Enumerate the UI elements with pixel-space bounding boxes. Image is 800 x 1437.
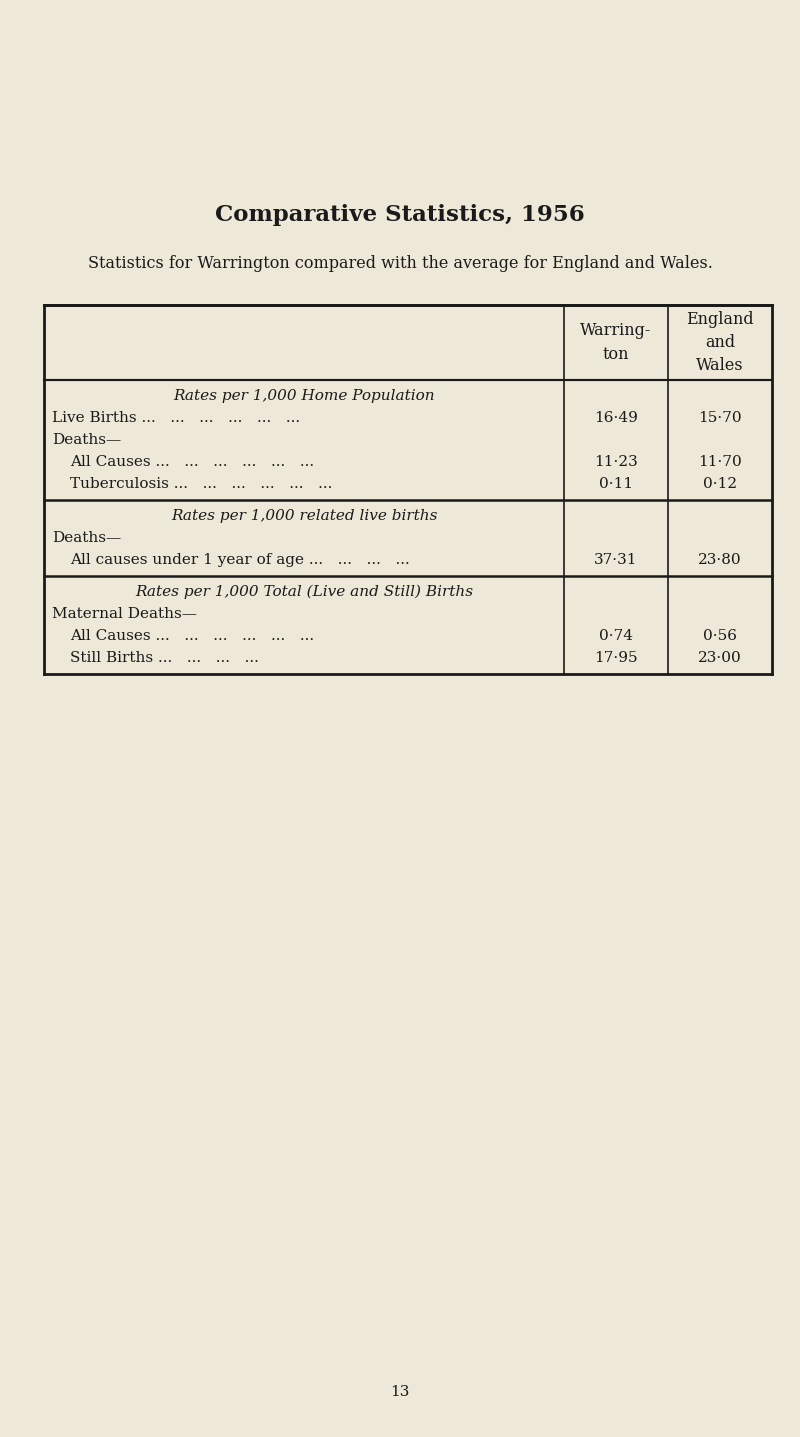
Text: 11·70: 11·70: [698, 456, 742, 468]
Text: 15·70: 15·70: [698, 411, 742, 425]
Text: 11·23: 11·23: [594, 456, 638, 468]
Text: Live Births ...   ...   ...   ...   ...   ...: Live Births ... ... ... ... ... ...: [52, 411, 300, 425]
Text: 0·11: 0·11: [599, 477, 633, 491]
Text: 0·56: 0·56: [703, 629, 737, 642]
Text: Rates per 1,000 Total (Live and Still) Births: Rates per 1,000 Total (Live and Still) B…: [135, 585, 473, 599]
Text: 0·12: 0·12: [703, 477, 737, 491]
Text: 13: 13: [390, 1385, 410, 1400]
Text: Deaths—: Deaths—: [52, 532, 122, 545]
Text: Rates per 1,000 related live births: Rates per 1,000 related live births: [170, 509, 438, 523]
Text: Still Births ...   ...   ...   ...: Still Births ... ... ... ...: [70, 651, 259, 665]
Text: All causes under 1 year of age ...   ...   ...   ...: All causes under 1 year of age ... ... .…: [70, 553, 410, 568]
Text: 0·74: 0·74: [599, 629, 633, 642]
Text: All Causes ...   ...   ...   ...   ...   ...: All Causes ... ... ... ... ... ...: [70, 456, 314, 468]
Text: 17·95: 17·95: [594, 651, 638, 665]
Text: Rates per 1,000 Home Population: Rates per 1,000 Home Population: [173, 389, 435, 402]
Text: Comparative Statistics, 1956: Comparative Statistics, 1956: [215, 204, 585, 226]
Text: All Causes ...   ...   ...   ...   ...   ...: All Causes ... ... ... ... ... ...: [70, 629, 314, 642]
Text: 37·31: 37·31: [594, 553, 638, 568]
Text: England
and
Wales: England and Wales: [686, 310, 754, 375]
Text: Statistics for Warrington compared with the average for England and Wales.: Statistics for Warrington compared with …: [87, 254, 713, 272]
Text: 23·00: 23·00: [698, 651, 742, 665]
Text: Deaths—: Deaths—: [52, 433, 122, 447]
Text: Tuberculosis ...   ...   ...   ...   ...   ...: Tuberculosis ... ... ... ... ... ...: [70, 477, 332, 491]
Text: Maternal Deaths—: Maternal Deaths—: [52, 606, 197, 621]
Text: 23·80: 23·80: [698, 553, 742, 568]
Text: Warring-
ton: Warring- ton: [580, 322, 652, 362]
Text: 16·49: 16·49: [594, 411, 638, 425]
